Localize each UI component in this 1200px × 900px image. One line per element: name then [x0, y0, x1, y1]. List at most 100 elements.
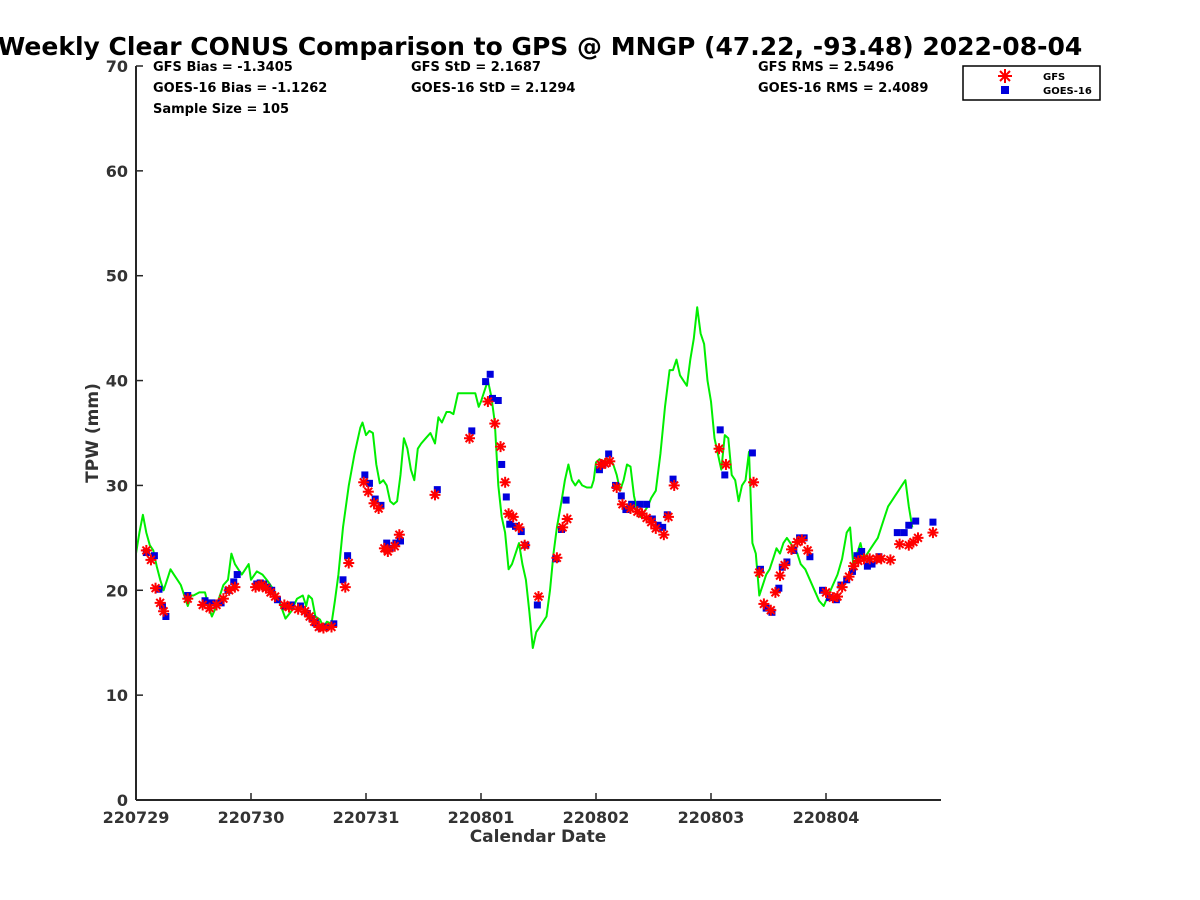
goes-point: [595, 466, 603, 474]
gfs-point: [774, 570, 786, 582]
gfs-point: [326, 621, 337, 633]
y-tick-label: 30: [106, 476, 128, 495]
gfs-point: [875, 553, 887, 565]
x-tick-label: 220802: [563, 808, 630, 827]
gfs-point: [393, 529, 405, 541]
y-tick-label: 70: [106, 57, 128, 76]
gfs-point: [796, 534, 808, 546]
stat-gfs-rms: GFS RMS = 2.5496: [758, 60, 894, 75]
gfs-point: [604, 455, 616, 467]
goes-point: [208, 599, 216, 607]
gfs-point: [912, 532, 924, 544]
gfs-point: [464, 432, 475, 444]
goes-point: [848, 567, 856, 575]
gfs-point: [158, 605, 170, 617]
goes-point: [482, 378, 490, 386]
stats-block: GFS Bias = -1.3405 GOES-16 Bias = -1.126…: [153, 60, 928, 117]
legend-gfs-label: GFS: [1043, 72, 1065, 83]
y-tick-label: 40: [106, 372, 128, 391]
gfs-point: [802, 544, 814, 556]
goes-point: [562, 496, 570, 504]
goes-point: [533, 601, 541, 609]
goes-point: [506, 520, 514, 528]
gfs-point: [758, 598, 770, 610]
gfs-point: [140, 544, 152, 556]
gfs-point: [389, 540, 401, 552]
gfs-point: [154, 597, 166, 609]
chart-title: Weekly Clear CONUS Comparison to GPS @ M…: [0, 32, 1082, 61]
y-ticks: 0 10 20 30 40 50 60 70: [106, 57, 143, 810]
goes-point: [806, 553, 814, 561]
goes-point: [863, 562, 871, 570]
gfs-point: [499, 476, 511, 488]
gps-series-line: [135, 306, 914, 649]
gfs-point: [836, 581, 848, 593]
gfs-point: [645, 516, 657, 528]
gfs-point: [229, 581, 241, 593]
goes-point: [365, 479, 373, 487]
legend-gfs-marker: [998, 69, 1012, 83]
goes-point: [233, 571, 241, 579]
y-axis-label: TPW (mm): [83, 383, 103, 483]
legend: GFS GOES-16: [962, 65, 1101, 101]
goes-point: [155, 585, 163, 593]
goes-point: [853, 552, 861, 560]
gfs-point: [820, 586, 832, 598]
gfs-point: [720, 458, 732, 470]
goes-point: [929, 518, 937, 526]
gfs-point: [429, 489, 441, 501]
gfs-point: [832, 591, 843, 603]
gfs-point: [339, 581, 351, 593]
y-tick-label: 50: [106, 267, 128, 286]
goes-point: [502, 493, 510, 501]
y-tick-label: 60: [106, 162, 128, 181]
y-tick-label: 20: [106, 581, 128, 600]
goes-point: [756, 565, 764, 573]
gfs-point: [658, 529, 670, 541]
goes-point: [383, 539, 391, 547]
goes-point: [486, 370, 494, 378]
goes-point: [201, 597, 209, 605]
x-tick-label: 220804: [793, 808, 860, 827]
goes-point: [858, 547, 866, 555]
gfs-point: [269, 591, 281, 603]
stat-sample-size: Sample Size = 105: [153, 102, 289, 117]
goes-point: [361, 471, 369, 479]
gfs-point: [507, 511, 519, 523]
plot-area: [135, 306, 939, 649]
gfs-point: [482, 396, 494, 408]
gfs-point: [182, 593, 194, 605]
gfs-point: [217, 593, 229, 605]
gfs-point: [557, 521, 569, 533]
goes-point: [433, 486, 441, 494]
goes-point: [905, 521, 913, 529]
goes-point: [643, 500, 651, 508]
gfs-point: [317, 622, 329, 634]
goes-point: [339, 576, 347, 584]
gfs-point: [779, 559, 791, 571]
gfs-point: [373, 502, 385, 514]
goes-point: [162, 613, 170, 620]
gfs-point: [551, 552, 563, 564]
goes-point: [893, 529, 901, 537]
gfs-point: [843, 571, 855, 583]
goes-point: [659, 523, 667, 531]
x-ticks: 220729 220730 220731 220801 220802 220803 2208…: [103, 793, 860, 827]
gfs-point: [927, 527, 939, 539]
gfs-point: [769, 586, 781, 598]
y-tick-label: 10: [106, 686, 128, 705]
gfs-point: [616, 498, 628, 510]
x-tick-label: 220803: [678, 808, 745, 827]
gfs-point: [561, 513, 573, 525]
x-tick-label: 220801: [448, 808, 515, 827]
y-tick-label: 0: [117, 791, 128, 810]
goes-point: [721, 471, 729, 479]
stat-gfs-std: GFS StD = 2.1687: [411, 60, 541, 75]
gfs-point: [519, 539, 531, 551]
goes-point: [617, 492, 625, 500]
gfs-point: [343, 557, 355, 569]
goes-point: [868, 560, 876, 568]
gfs-point: [533, 591, 544, 603]
legend-goes-marker: [1001, 86, 1009, 94]
